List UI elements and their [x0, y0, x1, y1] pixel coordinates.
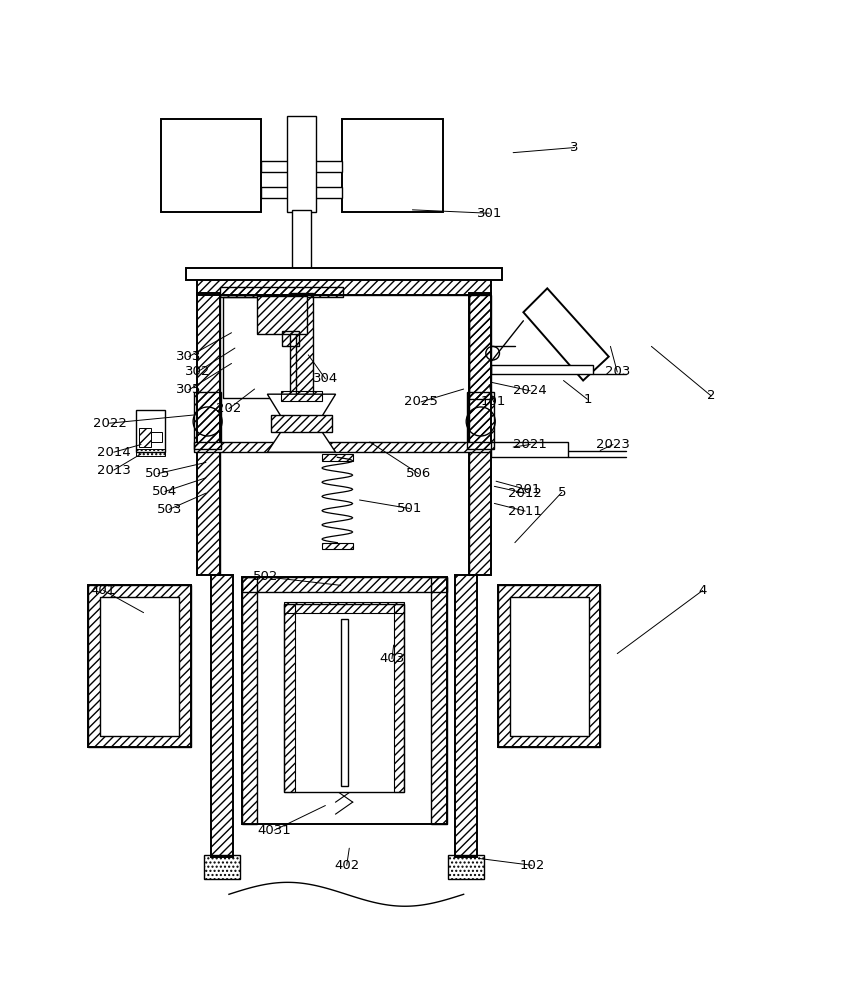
Bar	[194, 442, 495, 452]
Text: 2014: 2014	[97, 446, 131, 459]
Text: 4031: 4031	[258, 824, 291, 837]
Text: 402: 402	[334, 859, 359, 872]
Text: 203: 203	[605, 365, 630, 378]
Text: 305: 305	[176, 383, 202, 396]
Bar	[469, 295, 491, 399]
Text: 2021: 2021	[514, 438, 547, 451]
Text: 201: 201	[515, 483, 540, 496]
Bar	[194, 442, 495, 452]
Text: 403: 403	[380, 652, 405, 665]
Bar	[282, 331, 299, 346]
Bar	[271, 415, 332, 432]
Bar	[88, 585, 191, 747]
Polygon shape	[267, 432, 336, 452]
Bar	[491, 442, 568, 457]
Bar	[161, 119, 261, 212]
Bar	[198, 278, 491, 295]
Bar	[186, 268, 502, 280]
Text: 2013: 2013	[97, 464, 131, 477]
Bar	[139, 428, 151, 447]
Text: 501: 501	[397, 502, 423, 515]
Text: 301: 301	[477, 207, 502, 220]
Text: 2023: 2023	[596, 438, 630, 451]
Bar	[241, 577, 447, 824]
Bar	[290, 293, 313, 432]
Bar	[261, 161, 343, 172]
Bar	[341, 619, 348, 786]
Bar	[241, 577, 447, 592]
Bar	[194, 392, 222, 449]
Text: 202: 202	[216, 402, 241, 415]
Bar	[497, 585, 600, 747]
Text: 2012: 2012	[509, 487, 542, 500]
Bar	[467, 392, 495, 449]
Bar	[281, 391, 322, 401]
Bar	[151, 432, 161, 442]
Bar	[393, 604, 404, 792]
Bar	[322, 543, 353, 549]
Bar	[204, 855, 240, 879]
Bar	[284, 604, 404, 792]
Text: 2011: 2011	[509, 505, 542, 518]
Text: 503: 503	[156, 503, 182, 516]
Bar	[198, 293, 220, 575]
Bar	[261, 187, 343, 198]
Bar	[223, 297, 295, 398]
Text: 302: 302	[185, 365, 210, 378]
Text: 2024: 2024	[514, 384, 547, 397]
Bar	[136, 410, 165, 452]
Bar	[136, 449, 165, 456]
Bar	[271, 415, 332, 432]
Bar	[211, 575, 233, 857]
Text: 4: 4	[698, 584, 707, 597]
Text: 102: 102	[519, 859, 545, 872]
Text: 2022: 2022	[93, 417, 126, 430]
Bar	[497, 585, 600, 747]
Text: 2025: 2025	[404, 395, 438, 408]
Text: 504: 504	[152, 485, 178, 498]
Bar	[343, 119, 443, 212]
Bar	[448, 855, 484, 879]
Bar	[241, 577, 257, 824]
Bar	[469, 293, 491, 575]
Text: 505: 505	[145, 467, 171, 480]
Bar	[284, 602, 404, 613]
Text: 1: 1	[583, 393, 592, 406]
Text: 401: 401	[91, 584, 116, 597]
Bar	[287, 116, 316, 212]
Bar	[509, 597, 589, 736]
Text: 506: 506	[405, 467, 431, 480]
Text: 303: 303	[176, 350, 202, 363]
Bar	[220, 287, 344, 297]
Text: 304: 304	[313, 372, 338, 385]
Bar	[292, 210, 311, 278]
Polygon shape	[267, 394, 336, 416]
Bar	[100, 597, 180, 736]
Bar	[455, 575, 478, 857]
Text: 2: 2	[707, 389, 716, 402]
Bar	[257, 296, 307, 334]
Text: 3: 3	[570, 141, 579, 154]
Text: 502: 502	[253, 570, 278, 583]
Bar	[284, 604, 295, 792]
Bar	[431, 577, 447, 824]
Text: 101: 101	[481, 395, 506, 408]
Text: 5: 5	[557, 486, 566, 499]
Bar	[88, 585, 191, 747]
Bar	[322, 454, 353, 461]
Polygon shape	[523, 288, 609, 381]
Bar	[491, 365, 594, 374]
Bar	[257, 296, 307, 334]
